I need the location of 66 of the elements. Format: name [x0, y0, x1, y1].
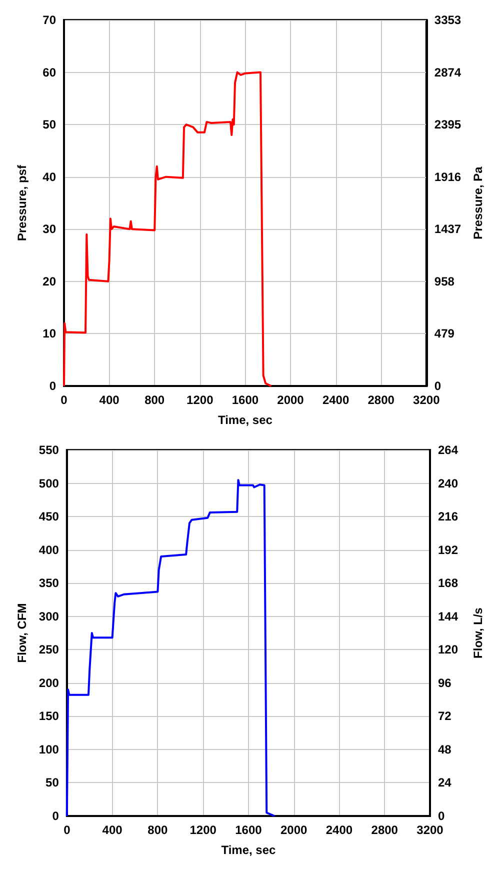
- y-tick-label: 10: [42, 326, 56, 341]
- y-tick-label: 350: [38, 576, 60, 590]
- y2-tick-label: 2874: [434, 65, 462, 80]
- y2-tick-label: 96: [438, 676, 452, 690]
- y2-tick-label: 2395: [434, 118, 462, 132]
- y-tick-label: 50: [46, 776, 60, 790]
- y2-tick-label: 479: [434, 326, 455, 341]
- y-tick-label: 100: [38, 742, 60, 756]
- x-tick-label: 800: [144, 393, 165, 407]
- x-tick-label: 2000: [280, 823, 308, 837]
- y-tick-label: 550: [38, 443, 60, 457]
- x-tick-label: 1600: [232, 393, 259, 407]
- y-tick-label: 150: [38, 709, 60, 724]
- x-tick-label: 3200: [416, 823, 444, 837]
- x-axis-title: Time, sec: [218, 413, 273, 427]
- y2-tick-label: 144: [438, 609, 458, 624]
- x-tick-label: 2400: [326, 823, 353, 837]
- x-tick-label: 800: [148, 823, 168, 837]
- y2-tick-label: 192: [438, 542, 458, 557]
- y2-tick-label: 24: [438, 776, 452, 790]
- y2-tick-label: 240: [438, 476, 458, 490]
- y-tick-label: 450: [38, 510, 60, 524]
- x-tick-label: 1600: [235, 823, 262, 837]
- y-tick-label: 500: [38, 476, 60, 490]
- x-tick-label: 3200: [413, 393, 440, 407]
- x-tick-label: 400: [102, 823, 123, 837]
- y-tick-label: 200: [38, 676, 60, 690]
- y2-tick-label: 120: [438, 642, 458, 657]
- y2-tick-label: 3353: [434, 13, 462, 27]
- y-tick-label: 40: [42, 170, 56, 184]
- line-series: [66, 478, 276, 817]
- y2-tick-label: 1916: [434, 170, 462, 184]
- y2-tick-label: 0: [434, 379, 442, 393]
- y-axis-title: Flow, CFM: [15, 603, 29, 663]
- y-tick-label: 0: [49, 379, 56, 393]
- y-tick-label: 70: [42, 13, 56, 27]
- x-tick-label: 1200: [190, 823, 217, 837]
- y-axis-title: Pressure, psf: [15, 164, 29, 242]
- y-tick-label: 250: [38, 642, 60, 657]
- y2-tick-label: 216: [438, 510, 458, 524]
- y2-tick-label: 48: [438, 742, 452, 756]
- y-tick-label: 300: [38, 609, 60, 624]
- x-axis-title: Time, sec: [221, 843, 276, 857]
- x-tick-label: 2400: [322, 393, 350, 407]
- y2-tick-label: 0: [438, 809, 445, 823]
- x-tick-label: 0: [64, 823, 71, 837]
- x-tick-label: 2800: [368, 393, 395, 407]
- y2-tick-label: 264: [438, 443, 458, 457]
- x-tick-label: 400: [99, 393, 120, 407]
- y-tick-label: 50: [42, 118, 56, 132]
- x-tick-label: 1200: [186, 393, 214, 407]
- y2-tick-label: 1437: [434, 222, 462, 236]
- x-tick-label: 0: [60, 393, 68, 407]
- y-tick-label: 30: [42, 222, 56, 236]
- y-tick-label: 20: [42, 274, 56, 288]
- x-tick-label: 2800: [371, 823, 398, 837]
- y-tick-label: 60: [42, 65, 56, 80]
- y2-tick-label: 168: [438, 576, 458, 590]
- x-tick-label: 2000: [277, 393, 304, 407]
- y2-tick-label: 72: [438, 709, 452, 724]
- y2-axis-title: Flow, L/s: [471, 607, 485, 658]
- y-tick-label: 0: [52, 809, 60, 823]
- line-series: [63, 71, 272, 387]
- y-tick-label: 400: [38, 542, 60, 557]
- y2-tick-label: 958: [434, 274, 455, 288]
- y2-axis-title: Pressure, Pa: [471, 166, 485, 240]
